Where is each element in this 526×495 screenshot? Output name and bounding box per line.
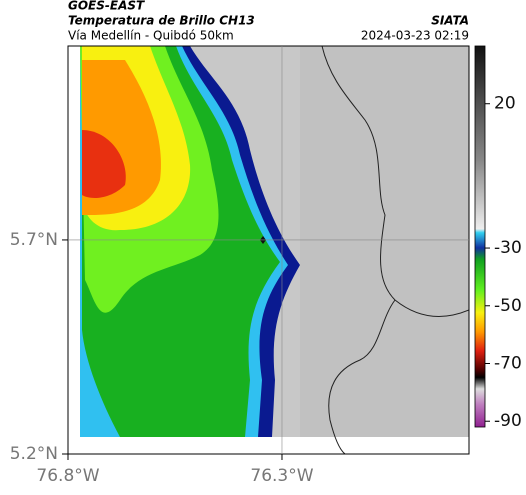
- colorbar-tick-label: 20: [494, 94, 516, 114]
- timestamp: 2024-03-23 02:19: [361, 29, 469, 43]
- x-tick-label: 76.3°W: [250, 466, 313, 486]
- source: SIATA: [431, 14, 469, 28]
- y-tick-label: 5.7°N: [10, 230, 58, 250]
- colorbar-tick-label: -30: [494, 238, 522, 258]
- y-tick-label: 5.2°N: [10, 444, 58, 464]
- colorbar-tick-label: -50: [494, 296, 522, 316]
- title: GOES-EAST: [68, 0, 145, 13]
- subtitle: Temperatura de Brillo CH13: [68, 14, 255, 28]
- route: Vía Medellín - Quibdó 50km: [68, 29, 234, 43]
- colorbar-tick-label: -70: [494, 354, 522, 374]
- colorbar: [474, 45, 486, 428]
- satellite-image: [68, 46, 469, 454]
- x-tick-label: 76.8°W: [36, 466, 99, 486]
- colorbar-tick-label: -90: [494, 411, 522, 431]
- map-frame: [67, 45, 470, 455]
